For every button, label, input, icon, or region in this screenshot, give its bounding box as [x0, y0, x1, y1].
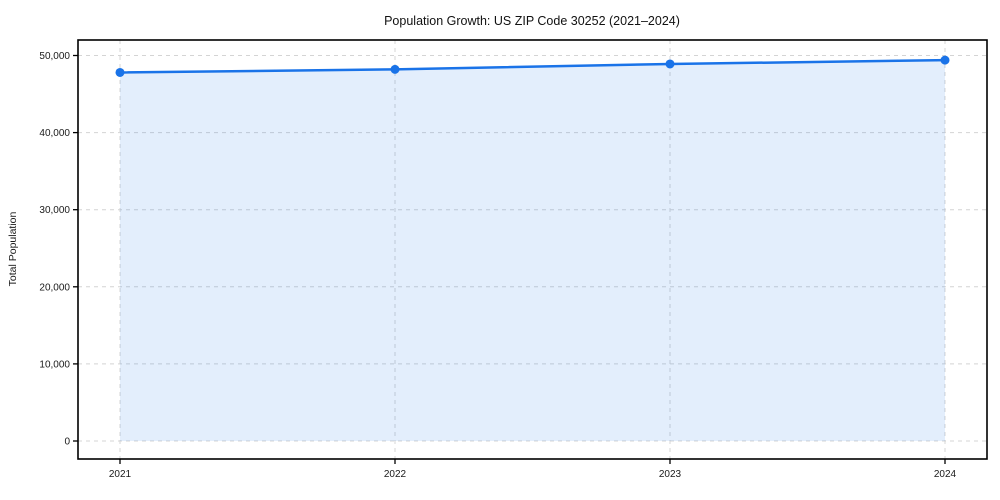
- data-point-2021: [115, 67, 125, 77]
- series-layer: [115, 55, 950, 441]
- y-tick-label: 20,000: [39, 282, 70, 293]
- y-tick-label: 40,000: [39, 128, 70, 139]
- data-point-2022: [390, 64, 400, 74]
- data-point-2023: [665, 59, 675, 69]
- y-tick-label: 30,000: [39, 205, 70, 216]
- x-tick-label: 2023: [659, 469, 682, 480]
- y-tick-label: 50,000: [39, 51, 70, 62]
- y-tick-label: 0: [64, 437, 70, 448]
- x-tick-label: 2022: [384, 469, 407, 480]
- axis-layer: 0 10,000 20,000 30,000 40,000 50,000 2021 2022 2…: [39, 51, 956, 480]
- chart-title: Population Growth: US ZIP Code 30252 (20…: [384, 14, 680, 28]
- x-tick-label: 2024: [934, 469, 957, 480]
- y-tick-label: 10,000: [39, 359, 70, 370]
- grid-layer: [78, 40, 987, 459]
- trend-line: [118, 58, 947, 74]
- x-tick-label: 2021: [109, 469, 132, 480]
- y-axis-label: Total Population: [7, 211, 19, 286]
- plot-frame: [77, 39, 988, 460]
- area-fill: [120, 60, 945, 441]
- data-point-2024: [940, 55, 950, 65]
